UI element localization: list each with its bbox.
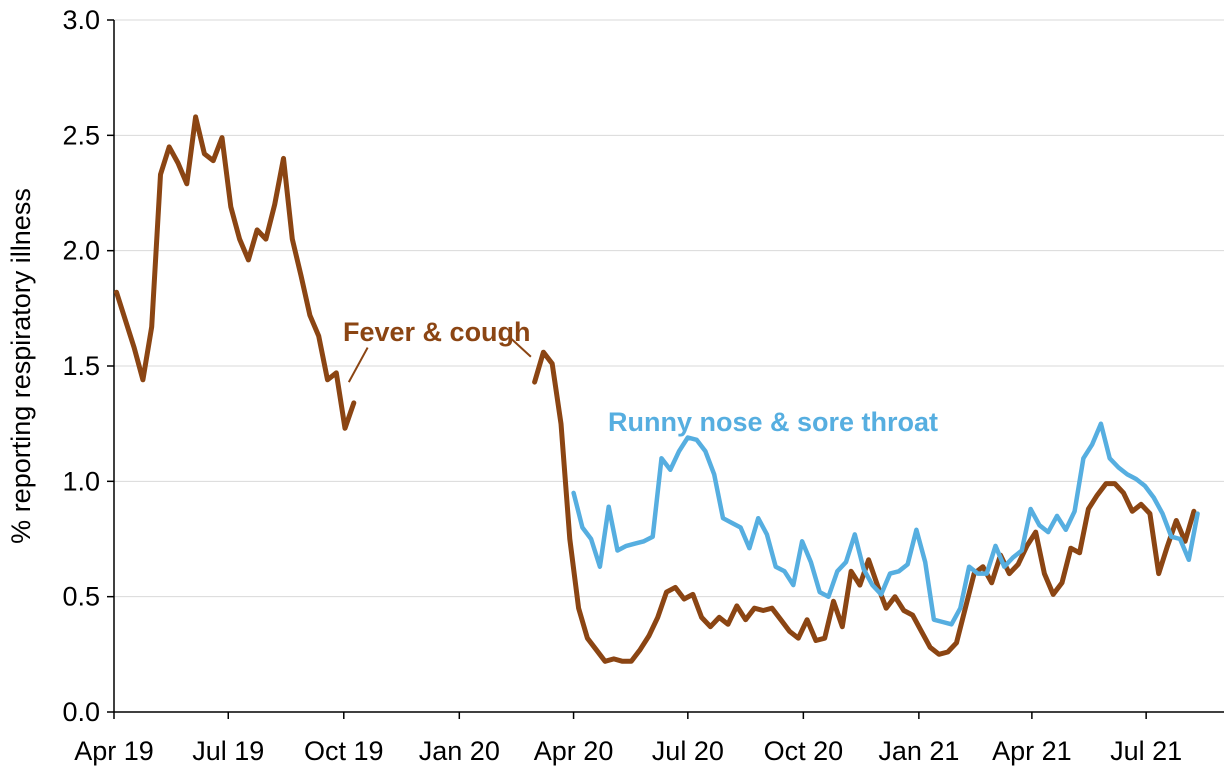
series-line-fever-cough bbox=[114, 114, 357, 431]
series-line-runny-nose bbox=[571, 421, 1200, 627]
y-tick-labels: 0.0 0.5 1.0 1.5 2.0 2.5 3.0 bbox=[62, 5, 114, 727]
x-tick-label: Oct 19 bbox=[304, 736, 384, 766]
y-tick-label: 2.5 bbox=[62, 120, 100, 150]
x-tick-label: Jan 20 bbox=[419, 736, 500, 766]
y-axis-label: % reporting respiratory illness bbox=[6, 188, 36, 544]
x-tick-label: Apr 19 bbox=[74, 736, 154, 766]
y-tick-label: 2.0 bbox=[62, 236, 100, 266]
annotation-runny-nose-sore-throat: Runny nose & sore throat bbox=[608, 407, 938, 437]
annotation-leader-line bbox=[507, 335, 532, 358]
grid-lines bbox=[114, 19, 1224, 598]
y-tick-label: 0.0 bbox=[62, 697, 100, 727]
x-tick-label: Apr 20 bbox=[534, 736, 614, 766]
annotation-leader-line bbox=[347, 347, 369, 383]
x-tick-label: Jan 21 bbox=[878, 736, 959, 766]
x-tick-label: Apr 21 bbox=[992, 736, 1072, 766]
x-tick-labels: Apr 19 Jul 19 Oct 19 Jan 20 Apr 20 Jul 20 Oct … bbox=[74, 712, 1182, 766]
x-tick-label: Jul 21 bbox=[1110, 736, 1182, 766]
y-tick-label: 1.0 bbox=[62, 466, 100, 496]
series-line-fever-cough bbox=[532, 349, 1197, 664]
x-tick-label: Jul 19 bbox=[192, 736, 264, 766]
y-tick-label: 1.5 bbox=[62, 351, 100, 381]
annotation-fever-cough: Fever & cough bbox=[343, 317, 531, 347]
series-lines bbox=[114, 114, 1200, 664]
x-tick-label: Oct 20 bbox=[764, 736, 844, 766]
y-tick-label: 0.5 bbox=[62, 582, 100, 612]
x-tick-label: Jul 20 bbox=[652, 736, 724, 766]
annotation-leaders bbox=[347, 335, 532, 383]
y-tick-label: 3.0 bbox=[62, 5, 100, 35]
